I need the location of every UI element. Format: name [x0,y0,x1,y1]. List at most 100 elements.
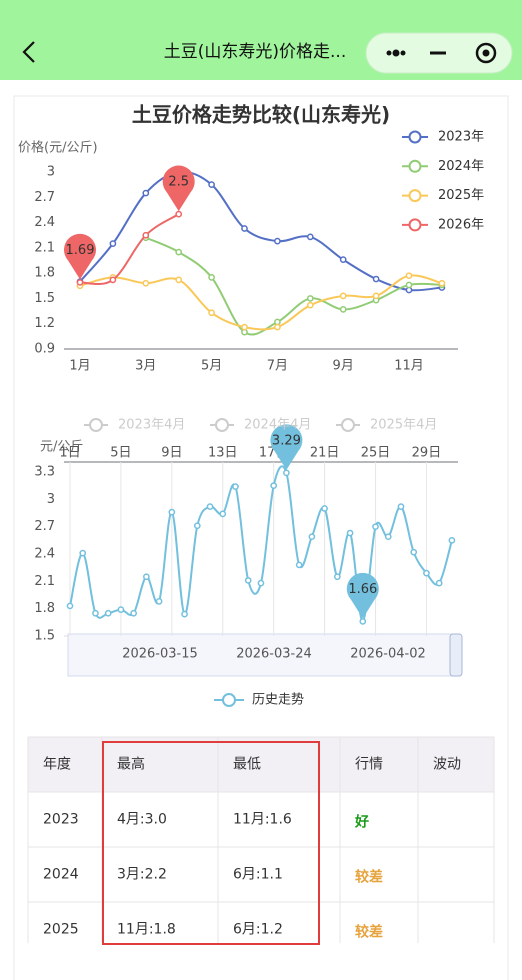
data-point [168,508,176,516]
legend-icon [408,159,422,173]
data-point [142,279,150,287]
table-header-cell: 最低 [233,757,261,773]
data-point [109,276,117,284]
data-point [208,309,215,317]
data-point [372,523,379,531]
data-point [339,306,347,313]
x-tick-label: 1日 [59,446,80,461]
data-point [142,189,150,197]
data-point [175,276,183,284]
legend-label: 2024年 [438,159,484,174]
y-tick-label: 1.8 [34,601,55,616]
data-point [435,579,443,587]
table-cell: 3月:2.2 [117,867,167,883]
data-point [283,469,290,477]
legend-icon [222,693,236,707]
y-tick-label: 1.2 [34,316,55,331]
zoom-label: 2026-04-02 [350,647,426,662]
data-point [175,210,183,218]
data-point [274,237,281,245]
legend-label: 2025年 [438,188,484,203]
data-point [241,225,248,232]
more-button[interactable] [386,49,406,57]
data-point [92,609,99,617]
table-cell: 较差 [355,924,383,941]
y-tick-label: 1.8 [34,266,55,281]
legend-icon [341,418,355,432]
data-point [130,609,137,617]
data-point [339,256,347,264]
legend-label: 2023年 [438,130,484,145]
data-point [410,548,418,556]
page-title: 土豆(山东寿光)价格走... [164,42,346,62]
y-tick-label: 2.1 [34,240,55,255]
data-point [270,482,278,490]
x-tick-label: 7月 [267,359,288,374]
data-point [397,503,405,510]
y-tick-label: 0.9 [34,342,55,357]
data-point [295,561,303,569]
legend-icon [408,130,422,144]
table-header-cell: 行情 [355,757,383,773]
table-header-bg [28,737,494,792]
mark-point-label: 3.29 [272,433,301,448]
mark-point-label: 2.5 [168,175,189,190]
y-tick-label: 1.5 [34,629,55,644]
y-axis-label: 价格(元/公斤) [18,140,98,156]
mark-point [162,165,195,212]
legend-icon [408,218,422,232]
data-point [448,536,456,544]
x-tick-label: 29日 [412,446,442,461]
data-point [321,505,328,512]
series-line [79,213,180,286]
zoom-label: 2026-03-24 [236,647,312,662]
data-point [117,606,125,613]
data-point [206,503,214,510]
x-tick-label: 9月 [333,359,354,374]
y-tick-label: 3 [47,492,55,507]
data-point [142,231,150,239]
data-point [208,181,215,188]
x-tick-label: 21日 [310,446,340,461]
data-point [372,292,380,300]
legend-icon [408,189,422,203]
data-point [76,279,84,286]
data-point [306,295,314,302]
data-point [333,573,341,581]
data-point [405,272,413,280]
y-tick-label: 2.7 [34,519,55,534]
data-point [306,233,314,241]
zoom-handle[interactable] [449,633,463,677]
table-cell: 6月:1.1 [233,867,283,883]
data-point [257,579,265,587]
table-cell: 较差 [355,869,383,886]
table-cell: 2024 [43,867,79,883]
data-point [181,610,188,618]
y-tick-label: 2.4 [34,215,55,230]
data-point [339,292,347,300]
y-tick-label: 3.3 [34,465,55,480]
data-point [155,598,163,605]
legend-label: 2025年4月 [370,418,437,433]
data-point [359,618,367,625]
data-zoom[interactable] [67,633,461,677]
y-tick-label: 2.4 [34,547,55,562]
mark-point [64,233,96,280]
x-tick-label: 25日 [361,446,391,461]
data-point [193,522,201,530]
mark-point-label: 1.69 [66,243,95,258]
zoom-label: 2026-03-15 [122,647,198,662]
close-button[interactable] [475,42,497,64]
x-tick-label: 11月 [394,359,424,374]
mark-point [346,572,379,619]
data-point [219,510,227,518]
mark-point-label: 1.66 [348,582,377,597]
table-cell: 4月:3.0 [117,812,167,828]
x-tick-label: 5日 [110,446,131,461]
legend-label: 历史走势 [252,692,304,708]
data-point [244,577,252,584]
table-cell: 11月:1.6 [233,812,292,828]
back-button[interactable] [22,41,35,63]
